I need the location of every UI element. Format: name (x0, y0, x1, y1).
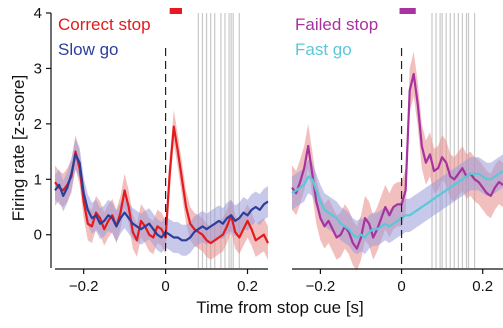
marker-bar (400, 8, 416, 14)
x-tick-label: −0.2 (306, 278, 336, 295)
marker-bar (170, 8, 182, 14)
x-tick-label: 0 (161, 278, 169, 295)
legend-entry-0: Correct stop (58, 15, 151, 34)
y-tick-label: 0 (34, 227, 42, 244)
y-tick-label: 4 (34, 5, 42, 22)
legend-entry-0: Failed stop (295, 15, 378, 34)
y-axis-label: Firing rate [z-score] (9, 75, 28, 221)
legend-entry-1: Fast go (295, 40, 352, 59)
x-tick-label: 0 (397, 278, 405, 295)
y-tick-label: 2 (34, 116, 42, 133)
x-axis-label: Time from stop cue [s] (196, 298, 364, 317)
left-panel: −0.2 0 0.2 0 1 2 3 4 Correct stop Slow go (34, 5, 268, 295)
y-tick-label: 1 (34, 171, 42, 188)
x-tick-label: 0.2 (472, 278, 493, 295)
right-panel: −0.2 0 0.2 Failed stop Fast go (292, 8, 503, 295)
x-tick-label: −0.2 (69, 278, 99, 295)
y-tick-label: 3 (34, 60, 42, 77)
x-tick-label: 0.2 (237, 278, 258, 295)
legend-entry-1: Slow go (58, 40, 118, 59)
